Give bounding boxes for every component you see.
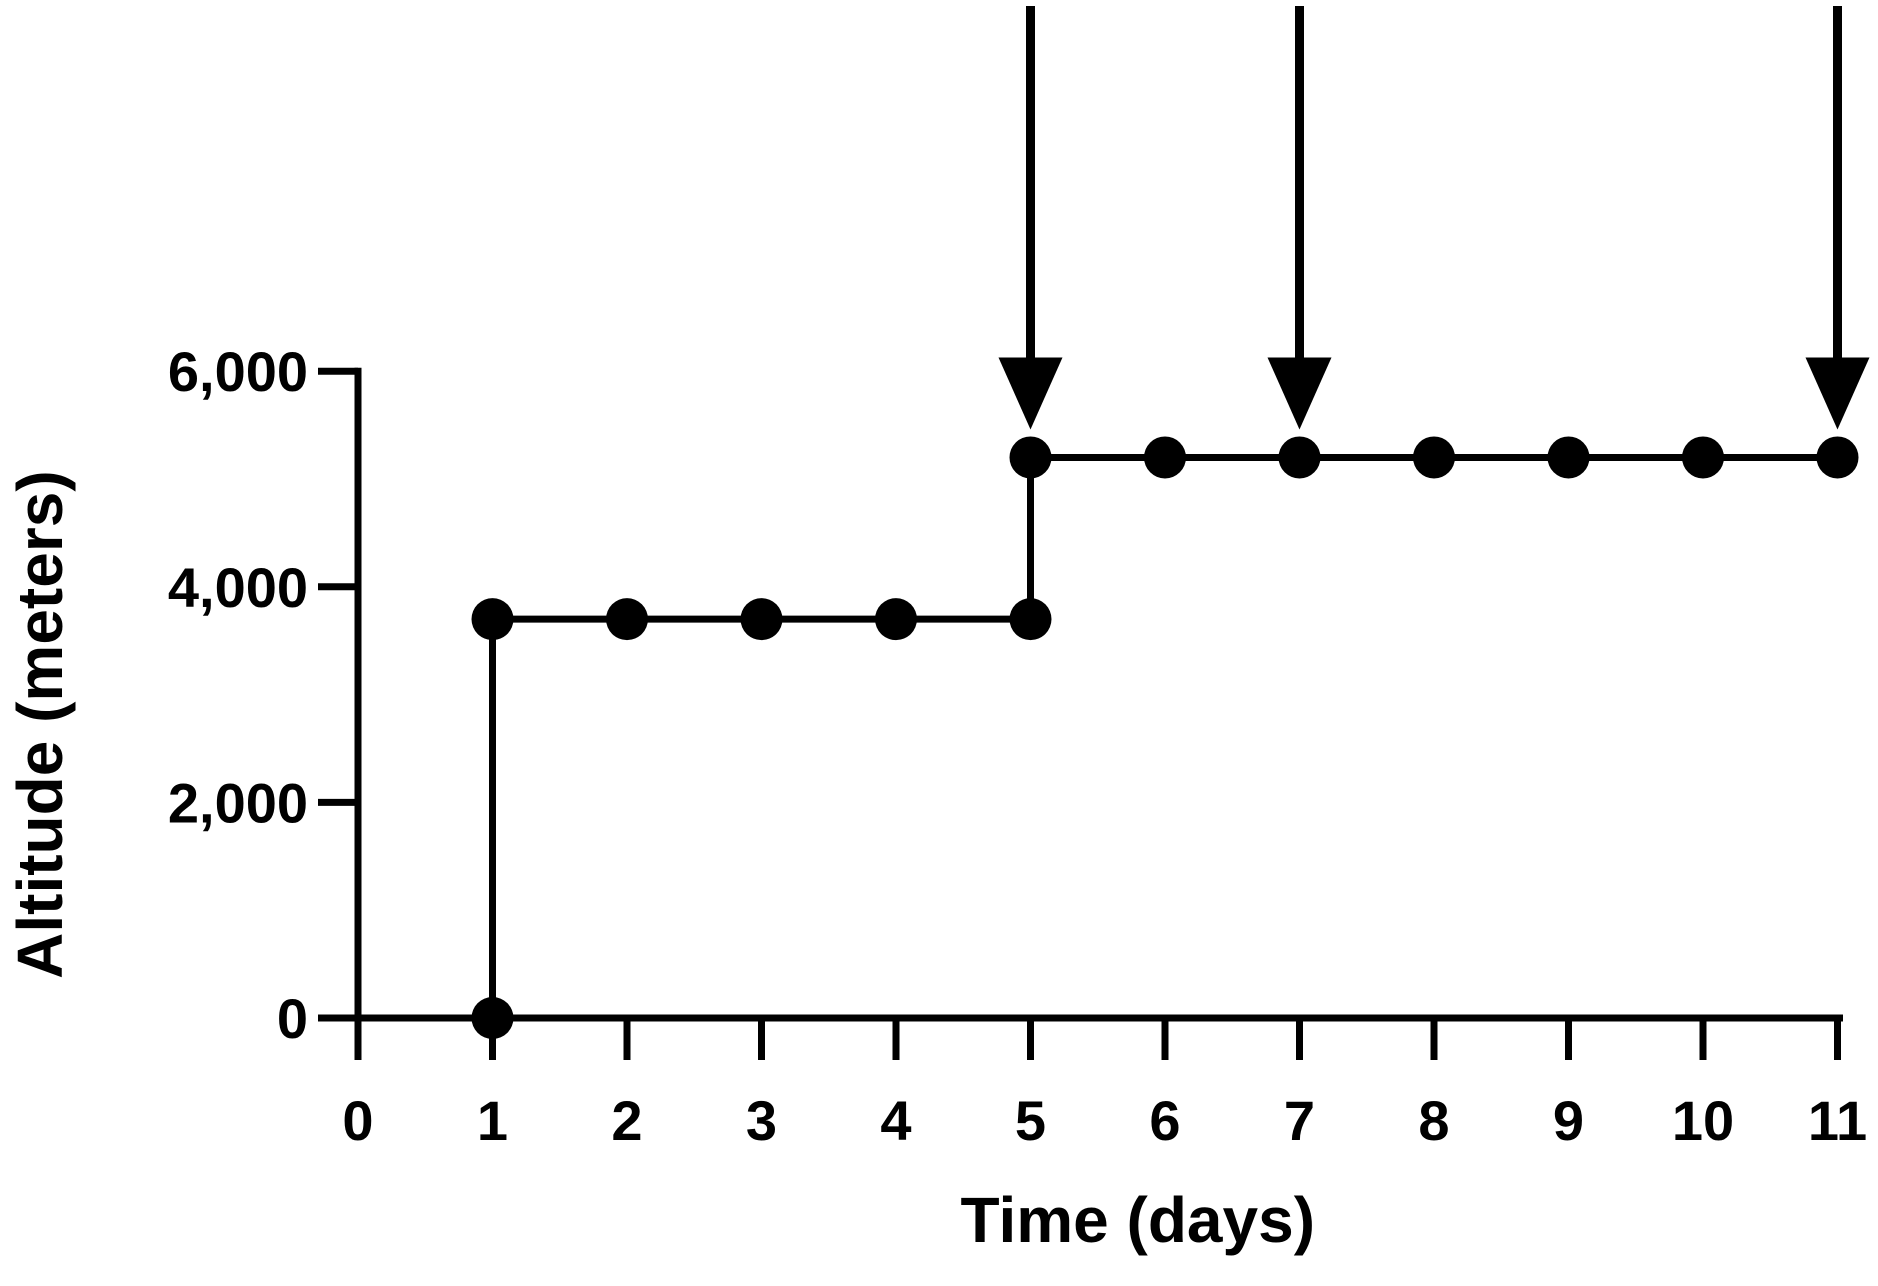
x-tick-label: 7 xyxy=(1284,1089,1315,1152)
down-arrow xyxy=(1805,6,1870,430)
x-axis-title: Time (days) xyxy=(961,1184,1316,1256)
y-tick-label: 2,000 xyxy=(168,771,308,834)
data-point xyxy=(1547,436,1590,479)
down-arrow xyxy=(1267,6,1332,430)
data-point xyxy=(606,598,648,641)
x-tick-label: 2 xyxy=(611,1089,642,1152)
data-point xyxy=(471,997,514,1039)
data-point xyxy=(1009,436,1052,479)
data-point xyxy=(1009,598,1052,641)
data-point xyxy=(875,598,917,641)
data-point xyxy=(471,598,514,641)
data-point xyxy=(1816,436,1859,479)
x-tick-label: 6 xyxy=(1149,1089,1180,1152)
arrow-head xyxy=(1805,357,1870,430)
ticks: 0 1 2 3 4 5 6 7 8 9 10 11 0 2,000 4,000 6,000 xyxy=(168,340,1867,1152)
y-tick-label: 4,000 xyxy=(168,556,308,619)
data-point xyxy=(1144,436,1186,479)
arrow-head xyxy=(1267,357,1332,430)
x-tick-label: 1 xyxy=(477,1089,508,1152)
y-tick-label: 6,000 xyxy=(168,340,308,403)
arrow-head xyxy=(998,357,1063,430)
x-tick-label: 11 xyxy=(1808,1089,1867,1152)
x-tick-label: 0 xyxy=(342,1089,373,1152)
x-tick-label: 4 xyxy=(880,1089,911,1152)
x-tick-label: 5 xyxy=(1015,1089,1046,1152)
data-point xyxy=(1413,436,1455,479)
axes xyxy=(354,367,1843,1022)
series xyxy=(471,436,1859,1039)
x-tick-label: 8 xyxy=(1418,1089,1449,1152)
x-tick-label: 10 xyxy=(1672,1089,1734,1152)
annotations xyxy=(998,6,1870,430)
down-arrow xyxy=(998,6,1063,430)
data-point xyxy=(1278,436,1321,479)
data-point xyxy=(740,598,783,641)
y-tick-label: 0 xyxy=(277,987,308,1050)
y-axis-title: Altitude (meters) xyxy=(4,470,76,979)
x-tick-label: 3 xyxy=(746,1089,777,1152)
series-line xyxy=(489,453,1838,1018)
data-point xyxy=(1682,436,1724,479)
x-tick-label: 9 xyxy=(1553,1089,1584,1152)
